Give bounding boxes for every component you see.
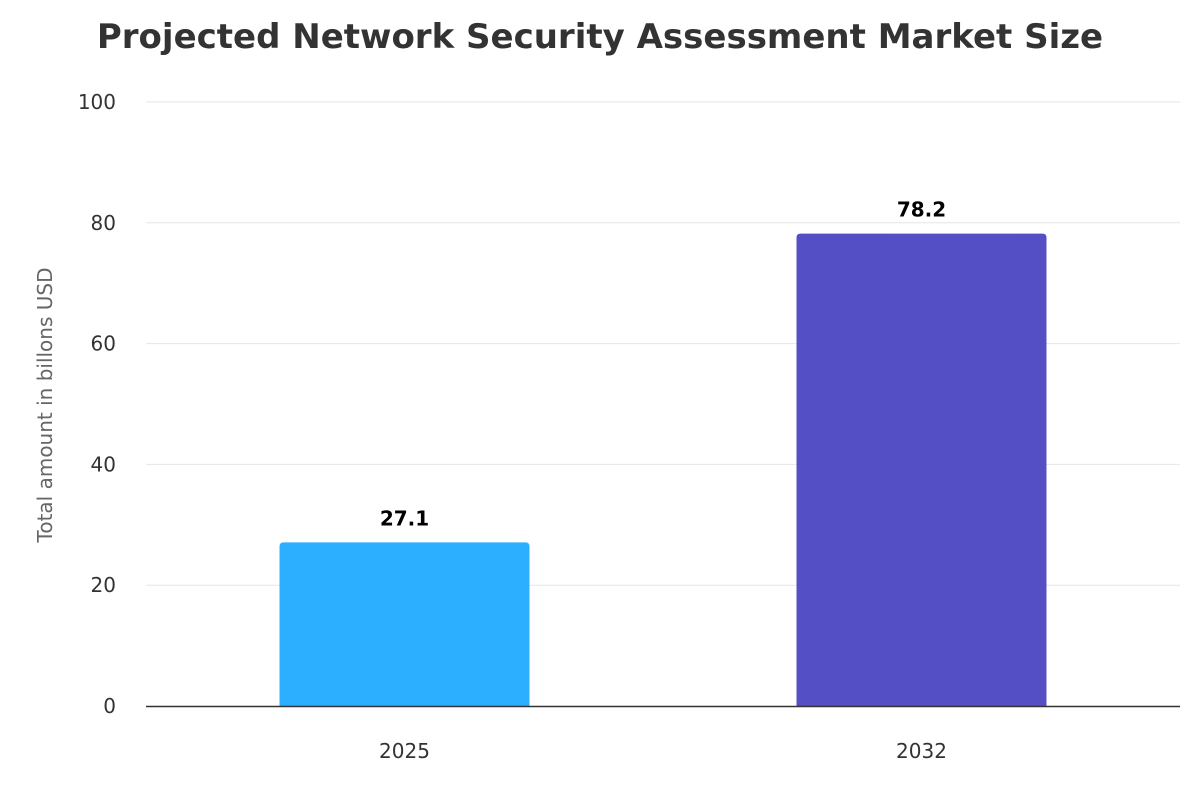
y-tick-label: 20	[91, 573, 116, 597]
bar-2032	[796, 233, 1047, 706]
y-tick-label: 80	[91, 211, 116, 235]
data-label: 27.1	[380, 506, 429, 530]
y-tick-label: 40	[91, 452, 116, 476]
x-tick-label: 2032	[896, 739, 947, 763]
chart-title: Projected Network Security Assessment Ma…	[97, 17, 1103, 57]
bar-2025	[279, 542, 530, 706]
y-tick-label: 0	[103, 694, 116, 718]
x-tick-label: 2025	[379, 739, 430, 763]
data-label: 78.2	[897, 198, 946, 222]
y-tick-label: 60	[91, 332, 116, 356]
y-tick-label: 100	[78, 90, 116, 114]
y-axis-label: Total amount in billons USD	[33, 268, 57, 544]
